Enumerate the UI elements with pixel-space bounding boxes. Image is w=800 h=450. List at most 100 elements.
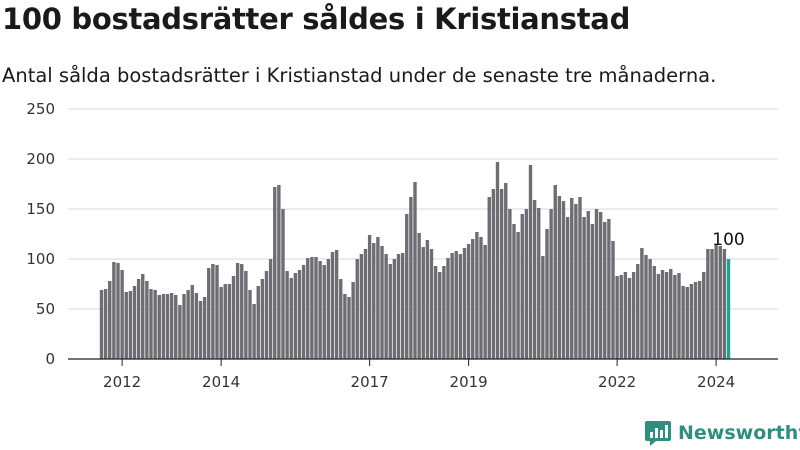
bar	[120, 270, 124, 359]
bar	[483, 245, 487, 359]
bar	[355, 259, 359, 359]
bar-latest	[726, 259, 731, 359]
bar	[268, 259, 273, 359]
bar	[528, 165, 533, 359]
bar	[240, 264, 244, 359]
x-axis: 2012 2014 2017 2019 2022 2024	[103, 359, 735, 391]
bar	[413, 182, 417, 359]
bar	[211, 264, 215, 359]
y-tick-label: 250	[26, 100, 55, 118]
bars	[99, 162, 731, 359]
bar	[256, 286, 260, 359]
bar	[112, 262, 116, 359]
bar	[508, 209, 512, 359]
bar	[619, 275, 623, 359]
bar	[264, 271, 269, 359]
bar	[421, 247, 425, 359]
bar	[289, 278, 293, 359]
bar	[388, 264, 392, 359]
bar	[215, 265, 219, 359]
bar	[714, 245, 718, 359]
bar	[532, 200, 537, 359]
bar	[512, 224, 516, 359]
bar	[359, 254, 364, 359]
bar	[425, 240, 430, 359]
bar	[376, 237, 380, 359]
bar	[433, 266, 438, 359]
bar	[442, 266, 446, 359]
bar	[136, 279, 141, 359]
brand-name: Newsworthy	[678, 422, 800, 444]
bar	[718, 246, 722, 359]
x-tick-label: 2014	[202, 373, 240, 391]
bar	[260, 279, 265, 359]
bar	[330, 252, 335, 359]
bar	[578, 197, 582, 359]
bar	[326, 259, 331, 359]
bar	[652, 266, 656, 359]
bar	[297, 270, 302, 359]
bar	[623, 272, 628, 359]
bar	[697, 281, 702, 359]
bar	[334, 250, 339, 359]
bar	[570, 198, 574, 359]
bar	[157, 295, 161, 359]
bar	[537, 208, 541, 359]
bar	[409, 197, 413, 359]
bar	[462, 248, 467, 359]
bar	[487, 197, 491, 359]
bar	[495, 162, 500, 359]
bar	[636, 264, 640, 359]
bar	[281, 209, 285, 359]
bar	[252, 304, 256, 359]
bar	[553, 185, 557, 359]
bar	[594, 209, 599, 359]
bar	[207, 268, 211, 359]
bar	[116, 263, 120, 359]
bar	[681, 286, 685, 359]
bar	[660, 270, 665, 359]
y-tick-label: 100	[26, 250, 55, 268]
bar	[153, 290, 157, 359]
bar	[347, 297, 351, 359]
bar	[479, 237, 483, 359]
bar	[244, 271, 248, 359]
newsworthy-logo-icon	[645, 421, 671, 446]
bar	[372, 243, 376, 359]
bar	[598, 212, 603, 359]
bar	[363, 249, 368, 359]
bar	[161, 294, 166, 359]
bar	[648, 259, 652, 359]
bar	[285, 271, 289, 359]
bar	[273, 187, 277, 359]
bar	[710, 249, 714, 359]
bar	[438, 272, 442, 359]
bar	[293, 273, 298, 359]
bar	[627, 278, 632, 359]
bar	[541, 256, 545, 359]
bar	[504, 183, 508, 359]
bar	[524, 209, 529, 359]
bar	[108, 281, 112, 359]
y-axis-labels: 0 50 100 150 200 250	[26, 100, 55, 368]
bar	[520, 214, 524, 359]
bar	[277, 185, 281, 359]
bar	[471, 239, 475, 359]
bar	[306, 258, 310, 359]
bar	[656, 274, 661, 359]
bar	[516, 232, 520, 359]
bar	[367, 235, 372, 359]
bar	[673, 275, 677, 359]
bar	[165, 294, 170, 359]
x-tick-label: 2012	[103, 373, 141, 391]
bar	[190, 285, 194, 359]
bar	[392, 259, 397, 359]
bar	[454, 251, 458, 359]
bar	[615, 276, 619, 359]
newsworthy-logo[interactable]: Newsworthy	[644, 419, 800, 447]
bar	[450, 253, 454, 359]
bar	[318, 261, 322, 359]
bar	[475, 232, 479, 359]
bar	[549, 209, 553, 359]
latest-value-label: 100	[712, 230, 744, 250]
